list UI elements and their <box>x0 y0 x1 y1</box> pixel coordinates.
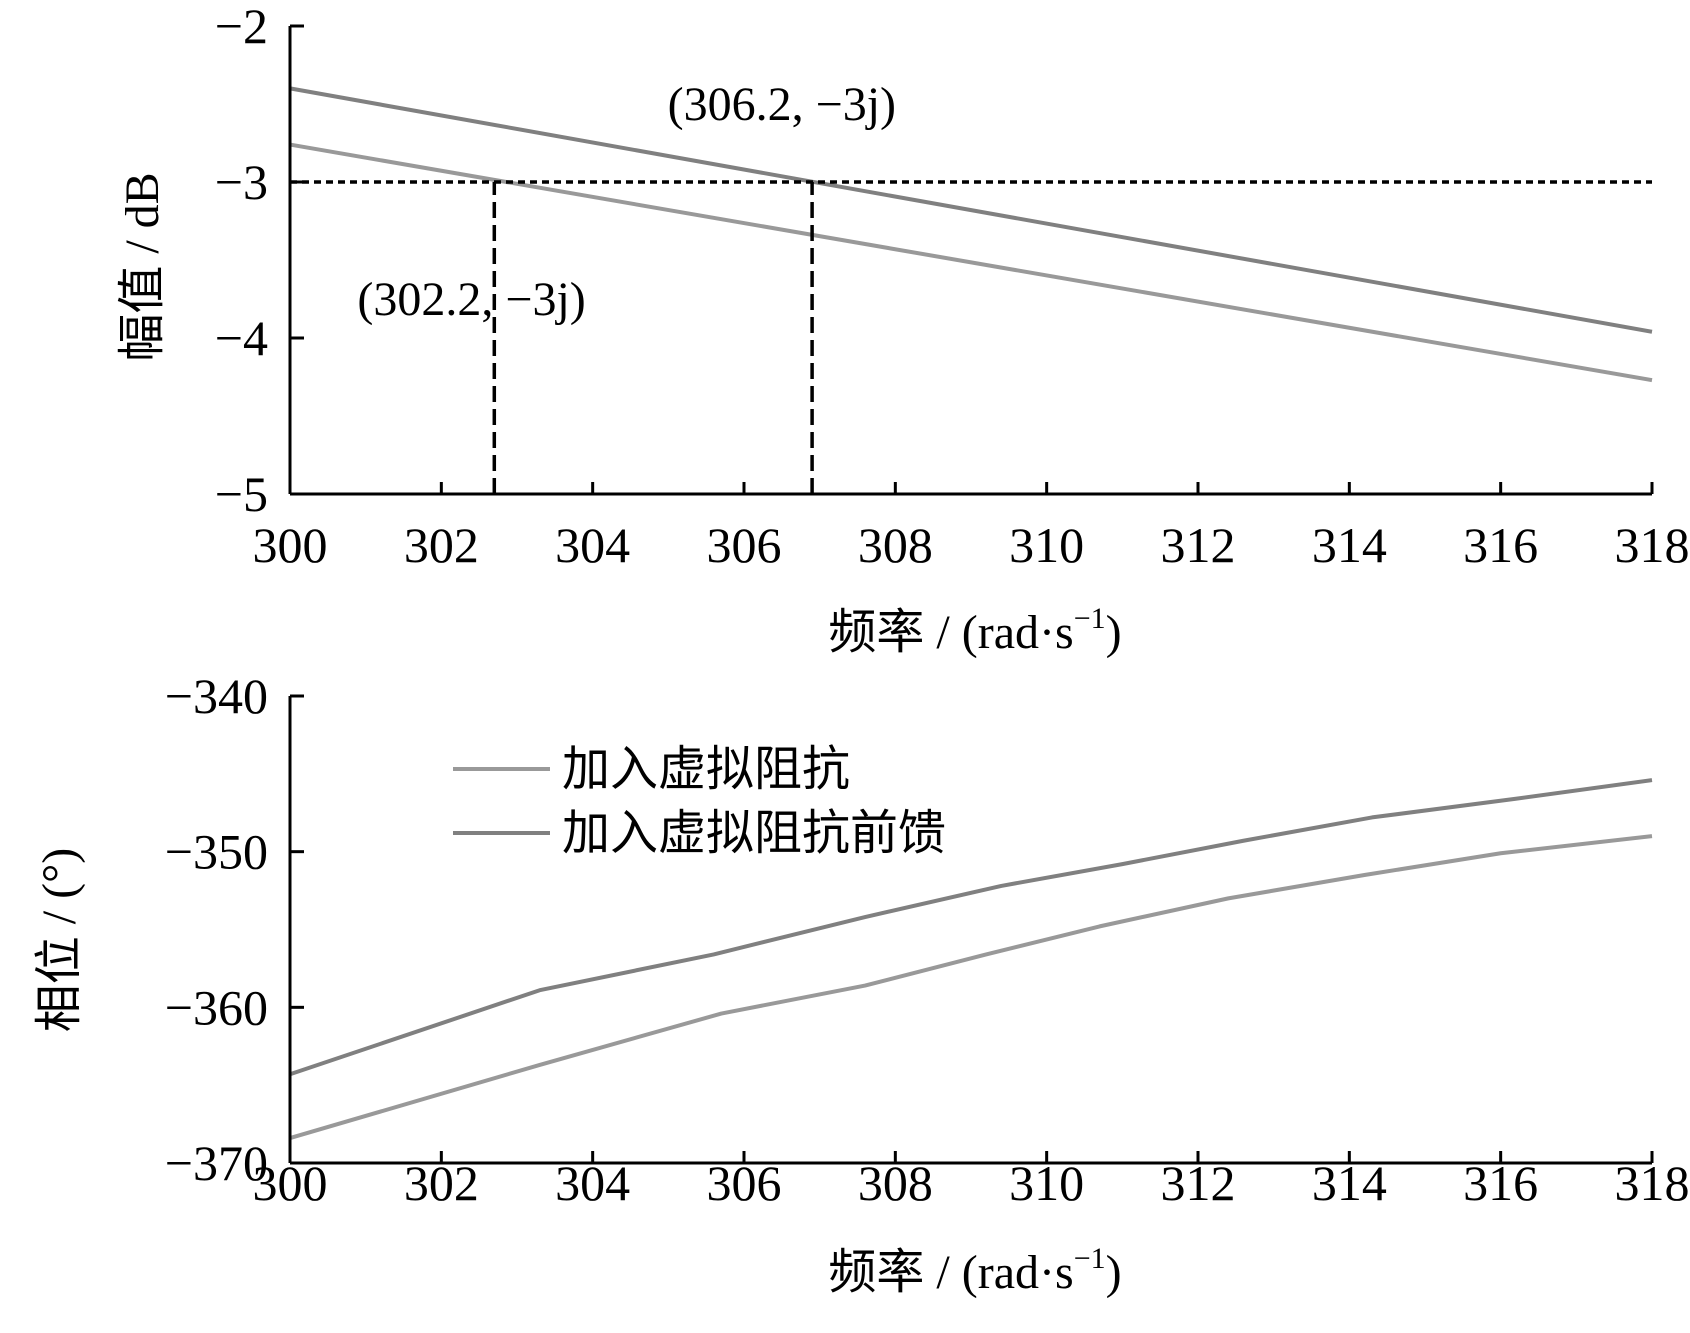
mag-y-tick-label-4: −4 <box>215 310 268 366</box>
ph-x-tick-label-314: 314 <box>1312 1155 1387 1211</box>
legend: 加入虚拟阻抗 加入虚拟阻抗前馈 <box>453 743 946 860</box>
phase-panel: 300 302 304 306 308 310 312 314 316 318 −340−350−… <box>33 668 1690 1299</box>
magnitude-y-axis-title: 幅值 / dB <box>116 172 169 361</box>
magnitude-series-group <box>289 86 1653 383</box>
magnitude-panel: 300 302 304 306 308 310 312 314 316 318 −2−3−4−5 … <box>116 0 1690 659</box>
mag-x-tick-label-306: 306 <box>707 517 782 573</box>
ph-y-tick-label-350: −350 <box>165 824 268 880</box>
ph-y-tick-label-360: −360 <box>165 979 268 1035</box>
ph-x-tick-label-310: 310 <box>1009 1155 1084 1211</box>
ph-x-tick-label-318: 318 <box>1615 1155 1690 1211</box>
magnitude-reference-lines <box>290 180 1652 494</box>
mag-y-tick-label-2: −2 <box>215 0 268 54</box>
magnitude-x-axis-title: 频率 / (rad·s−1) <box>828 602 1121 659</box>
ph-y-tick-label-340: −340 <box>165 668 268 724</box>
ph-x-tick-label-304: 304 <box>555 1155 630 1211</box>
mag-x-tick-label-308: 308 <box>858 517 933 573</box>
mag-x-tick-label-318: 318 <box>1615 517 1690 573</box>
mag-y-tick-label-5: −5 <box>215 466 268 522</box>
legend-label-virtual-impedance-feedforward: 加入虚拟阻抗前馈 <box>562 807 946 860</box>
mag-x-tick-label-300: 300 <box>253 517 328 573</box>
annotation-302: (302.2, −3j) <box>357 273 585 326</box>
ph-series-line-0 <box>289 834 1653 1141</box>
mag-x-tick-label-312: 312 <box>1161 517 1236 573</box>
ph-y-tick-label-370: −370 <box>165 1135 268 1191</box>
ph-x-tick-label-316: 316 <box>1463 1155 1538 1211</box>
legend-label-virtual-impedance: 加入虚拟阻抗 <box>562 743 850 796</box>
annotation-306: (306.2, −3j) <box>668 78 896 131</box>
ph-x-tick-label-312: 312 <box>1161 1155 1236 1211</box>
mag-y-tick-label-3: −3 <box>215 154 268 210</box>
mag-x-tick-label-304: 304 <box>555 517 630 573</box>
ph-x-tick-label-302: 302 <box>404 1155 479 1211</box>
mag-series-line-1 <box>289 86 1653 334</box>
mag-x-tick-label-310: 310 <box>1009 517 1084 573</box>
ph-series-line-1 <box>289 778 1653 1077</box>
phase-y-ticks: −340 −350 −360 −370 <box>165 668 304 1191</box>
magnitude-x-ticks: 300 302 304 306 308 310 312 314 316 318 <box>253 482 1690 573</box>
mag-x-tick-label-302: 302 <box>404 517 479 573</box>
mag-x-tick-label-316: 316 <box>1463 517 1538 573</box>
phase-x-ticks: 300 302 304 306 308 310 312 314 316 318 <box>253 1151 1690 1211</box>
ph-x-tick-label-308: 308 <box>858 1155 933 1211</box>
ph-x-tick-label-306: 306 <box>707 1155 782 1211</box>
magnitude-y-ticks: −2 −3 −4 −5 <box>215 0 304 522</box>
mag-x-tick-label-314: 314 <box>1312 517 1387 573</box>
phase-x-axis-title: 频率 / (rad·s−1) <box>828 1242 1121 1299</box>
phase-series-group <box>289 778 1653 1141</box>
mag-series-line-0 <box>289 142 1653 383</box>
phase-y-axis-title: 相位 / (°) <box>33 848 86 1033</box>
